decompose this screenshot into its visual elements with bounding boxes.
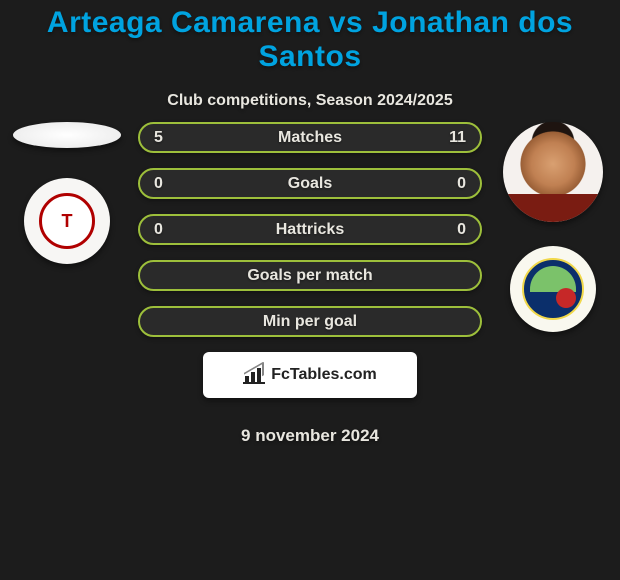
stat-label: Goals: [140, 170, 480, 197]
stat-right-value: 11: [449, 124, 466, 151]
stat-left-value: 0: [154, 170, 163, 197]
right-club-badge: [510, 246, 596, 332]
footer-date: 9 november 2024: [0, 426, 620, 446]
chart-icon: [243, 366, 265, 384]
stat-label: Goals per match: [140, 262, 480, 289]
stat-label: Min per goal: [140, 308, 480, 335]
stat-row-hattricks: 0 Hattricks 0: [138, 214, 482, 245]
stat-row-matches: 5 Matches 11: [138, 122, 482, 153]
right-player-photo: [503, 122, 603, 222]
stat-label: Hattricks: [140, 216, 480, 243]
stat-row-goals: 0 Goals 0: [138, 168, 482, 199]
stat-label: Matches: [140, 124, 480, 151]
stat-right-value: 0: [457, 170, 466, 197]
watermark-plate: FcTables.com: [203, 352, 417, 398]
subtitle: Club competitions, Season 2024/2025: [0, 92, 620, 110]
left-club-badge-inner: T: [39, 193, 95, 249]
stat-row-goals-per-match: Goals per match: [138, 260, 482, 291]
stat-left-value: 0: [154, 216, 163, 243]
left-player-photo: [13, 122, 121, 148]
right-player-column: [492, 122, 614, 332]
right-club-badge-inner: [522, 258, 584, 320]
card-content: Arteaga Camarena vs Jonathan dos Santos …: [0, 0, 620, 450]
left-player-column: T: [6, 122, 128, 264]
left-club-badge: T: [24, 178, 110, 264]
stat-right-value: 0: [457, 216, 466, 243]
page-title: Arteaga Camarena vs Jonathan dos Santos: [0, 6, 620, 74]
watermark-text: FcTables.com: [271, 366, 377, 384]
stat-row-min-per-goal: Min per goal: [138, 306, 482, 337]
stats-block: 5 Matches 11 0 Goals 0 0 Hattricks 0 Goa…: [138, 122, 482, 398]
stat-left-value: 5: [154, 124, 163, 151]
comparison-card: Arteaga Camarena vs Jonathan dos Santos …: [0, 0, 620, 580]
